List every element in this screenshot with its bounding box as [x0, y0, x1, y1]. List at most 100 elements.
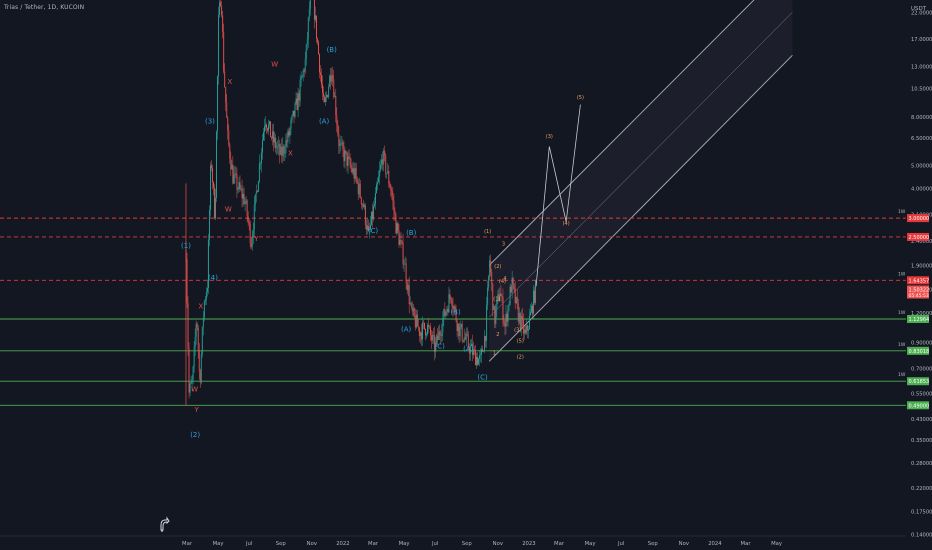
price-tick-label: 13.00000	[911, 65, 932, 71]
candle-body	[271, 137, 273, 139]
candle-body	[274, 137, 276, 143]
time-tick-label: Mar	[182, 541, 193, 547]
candle-body	[495, 309, 497, 325]
candle-body	[389, 183, 391, 188]
candle-body	[282, 146, 284, 156]
candle-body	[269, 121, 271, 125]
price-tick-label: 0.14000	[911, 533, 932, 539]
candle-body	[286, 140, 288, 142]
wave-label: (A)	[463, 345, 474, 353]
candle-body	[454, 306, 456, 309]
candle-body	[291, 115, 293, 121]
candle-body	[528, 315, 530, 330]
candle-body	[306, 39, 308, 45]
candle-body	[233, 174, 235, 184]
candle-body	[430, 326, 432, 336]
candle-body	[219, 2, 221, 15]
price-tick-label: 2.40000	[911, 239, 932, 245]
candle-body	[349, 157, 351, 166]
tradingview-logo-icon[interactable]	[158, 516, 172, 532]
price-tick-label: 17.00000	[911, 37, 932, 43]
candle-body	[227, 117, 229, 131]
candle-body	[188, 348, 190, 393]
candle-body	[491, 271, 493, 284]
candle-body	[467, 335, 469, 348]
candle-body	[424, 322, 425, 329]
candle-body	[440, 335, 442, 337]
candle-body	[462, 340, 464, 342]
candle-body	[396, 223, 398, 234]
candle-body	[413, 308, 415, 317]
candle-body	[493, 305, 495, 311]
candle-body	[277, 146, 279, 148]
candle-body	[408, 285, 410, 305]
candle-body	[324, 96, 326, 102]
candle-body	[382, 159, 384, 165]
candle-body	[347, 156, 349, 167]
candle-body	[376, 184, 378, 194]
price-tick-label: 0.35000	[911, 438, 932, 444]
candle-body	[201, 326, 203, 355]
candle-body	[469, 345, 471, 354]
candle-body	[331, 75, 333, 82]
candle-body	[186, 259, 188, 304]
wave-label: (1)	[484, 229, 491, 235]
candle-body	[500, 293, 502, 296]
level-timeframe-label: 1W	[898, 372, 906, 378]
candle-body	[524, 329, 526, 334]
candle-body	[457, 323, 459, 331]
candle-body	[401, 240, 403, 243]
candle-body	[373, 206, 374, 220]
candle-body	[352, 168, 354, 173]
candle-body	[412, 308, 414, 312]
level-timeframe-label: 1W	[898, 209, 906, 215]
wave-labels: (1) (2) (3) (4) (5) (A) (B) (C) (A) (B) (C) (B) (A) (…	[181, 46, 584, 439]
resistance-level-badge	[907, 232, 929, 241]
candle-body	[270, 121, 272, 138]
candle-body	[465, 333, 467, 340]
level-price-label: 0.49000	[909, 403, 930, 409]
candle-body	[258, 163, 260, 182]
candle-body	[498, 294, 500, 302]
price-tick-label: 1.20000	[911, 311, 932, 317]
candle-body	[344, 150, 346, 162]
candle-body	[338, 133, 340, 146]
wave-label: 3	[502, 242, 505, 248]
candle-body	[213, 182, 214, 188]
candle-body	[364, 205, 366, 225]
candle-body	[231, 164, 233, 170]
candle-body	[505, 313, 507, 327]
candle-body	[224, 71, 226, 87]
time-tick-label: Nov	[307, 541, 317, 547]
wave-label: (1)	[181, 242, 191, 250]
wave-label: (4)	[563, 221, 570, 227]
candle-body	[249, 223, 251, 244]
candle-body	[356, 177, 358, 183]
candle-body	[435, 342, 437, 352]
candle-body	[451, 299, 453, 307]
candle-body	[207, 239, 209, 289]
wave-label: (3)	[205, 117, 215, 125]
candle-body	[411, 305, 413, 312]
price-tick-label: 0.55000	[911, 391, 932, 397]
candle-body	[509, 286, 511, 305]
candle-body	[206, 288, 208, 293]
time-tick-label: Sep	[648, 541, 659, 547]
candle-body	[301, 75, 303, 78]
price-tick-label: 0.22000	[911, 486, 932, 492]
candle-body	[508, 304, 510, 306]
candle-body	[336, 115, 338, 125]
candle-body	[479, 355, 480, 359]
candle-body	[378, 176, 380, 183]
candle-body	[410, 303, 412, 306]
candle-body	[238, 182, 240, 190]
wave-label: W	[191, 385, 198, 393]
candle-body	[240, 188, 242, 190]
candle-body	[232, 164, 234, 184]
candle-body	[275, 137, 277, 149]
candle-body	[372, 211, 373, 220]
resistance-level-badge	[907, 276, 929, 285]
wave-label: (A)	[319, 117, 330, 125]
